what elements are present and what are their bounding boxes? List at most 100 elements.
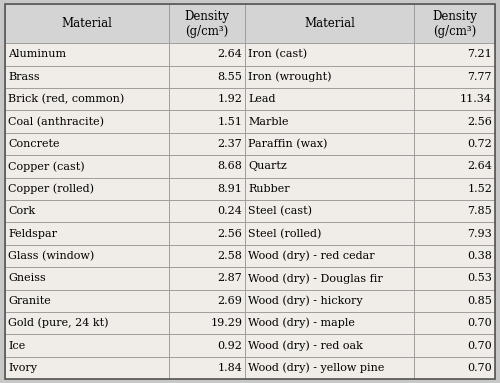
Bar [414,357,495,379]
Text: 2.64: 2.64 [218,49,242,59]
Bar [245,155,414,178]
Bar [414,88,495,110]
Text: 0.38: 0.38 [467,251,492,261]
Text: 1.51: 1.51 [218,117,242,127]
Text: Rubber: Rubber [248,184,290,194]
Text: Lead: Lead [248,94,276,104]
Text: 2.56: 2.56 [467,117,492,127]
Bar [5,245,169,267]
Bar [414,223,495,245]
Text: Copper (cast): Copper (cast) [8,161,85,172]
Bar [5,200,169,223]
Text: Density
(g/cm³): Density (g/cm³) [432,10,477,38]
Bar [245,223,414,245]
Bar [5,334,169,357]
Bar [169,65,245,88]
Bar [169,178,245,200]
Text: Marble: Marble [248,117,288,127]
Text: Iron (wrought): Iron (wrought) [248,72,332,82]
Bar [5,88,169,110]
Text: 1.84: 1.84 [218,363,242,373]
Text: Wood (dry) - red oak: Wood (dry) - red oak [248,340,363,351]
Text: 0.53: 0.53 [467,273,492,283]
Bar [5,110,169,133]
Bar [169,267,245,290]
Text: Paraffin (wax): Paraffin (wax) [248,139,328,149]
Text: 2.58: 2.58 [218,251,242,261]
Bar [5,267,169,290]
Text: Gneiss: Gneiss [8,273,46,283]
Bar [169,155,245,178]
Bar [5,223,169,245]
Text: 7.77: 7.77 [468,72,492,82]
Bar [5,312,169,334]
Text: Steel (cast): Steel (cast) [248,206,312,216]
Text: 0.70: 0.70 [468,318,492,328]
Text: Wood (dry) - hickory: Wood (dry) - hickory [248,296,362,306]
Text: 1.52: 1.52 [467,184,492,194]
Bar [414,43,495,65]
Bar [245,312,414,334]
Text: Feldspar: Feldspar [8,229,57,239]
Bar [245,133,414,155]
Bar [169,290,245,312]
Bar [414,178,495,200]
Bar [5,65,169,88]
Text: 2.69: 2.69 [218,296,242,306]
Bar [414,4,495,43]
Bar [245,43,414,65]
Text: 2.87: 2.87 [218,273,242,283]
Text: Copper (rolled): Copper (rolled) [8,183,94,194]
Text: 1.92: 1.92 [218,94,242,104]
Bar [169,245,245,267]
Bar [414,267,495,290]
Bar [245,178,414,200]
Bar [5,178,169,200]
Text: 0.24: 0.24 [218,206,242,216]
Text: Material: Material [304,17,355,30]
Bar [5,133,169,155]
Text: 2.64: 2.64 [467,161,492,172]
Bar [414,133,495,155]
Text: 8.55: 8.55 [218,72,242,82]
Bar [414,290,495,312]
Bar [169,200,245,223]
Bar [169,4,245,43]
Bar [245,65,414,88]
Text: Wood (dry) - Douglas fir: Wood (dry) - Douglas fir [248,273,383,284]
Text: 7.93: 7.93 [468,229,492,239]
Bar [245,200,414,223]
Text: Ice: Ice [8,340,25,350]
Bar [414,245,495,267]
Bar [169,357,245,379]
Bar [5,155,169,178]
Bar [245,245,414,267]
Bar [169,312,245,334]
Bar [414,334,495,357]
Text: 0.85: 0.85 [467,296,492,306]
Bar [245,290,414,312]
Bar [169,133,245,155]
Bar [245,267,414,290]
Text: Granite: Granite [8,296,50,306]
Bar [414,155,495,178]
Text: 7.85: 7.85 [468,206,492,216]
Bar [245,357,414,379]
Text: 0.72: 0.72 [468,139,492,149]
Bar [169,223,245,245]
Bar [169,43,245,65]
Bar [169,110,245,133]
Text: 2.56: 2.56 [218,229,242,239]
Text: 11.34: 11.34 [460,94,492,104]
Text: 7.21: 7.21 [468,49,492,59]
Bar [414,65,495,88]
Text: 0.70: 0.70 [468,340,492,350]
Bar [414,200,495,223]
Text: Quartz: Quartz [248,161,287,172]
Text: 8.68: 8.68 [218,161,242,172]
Bar [169,334,245,357]
Bar [414,312,495,334]
Text: Glass (window): Glass (window) [8,251,94,261]
Text: 19.29: 19.29 [210,318,242,328]
Bar [5,290,169,312]
